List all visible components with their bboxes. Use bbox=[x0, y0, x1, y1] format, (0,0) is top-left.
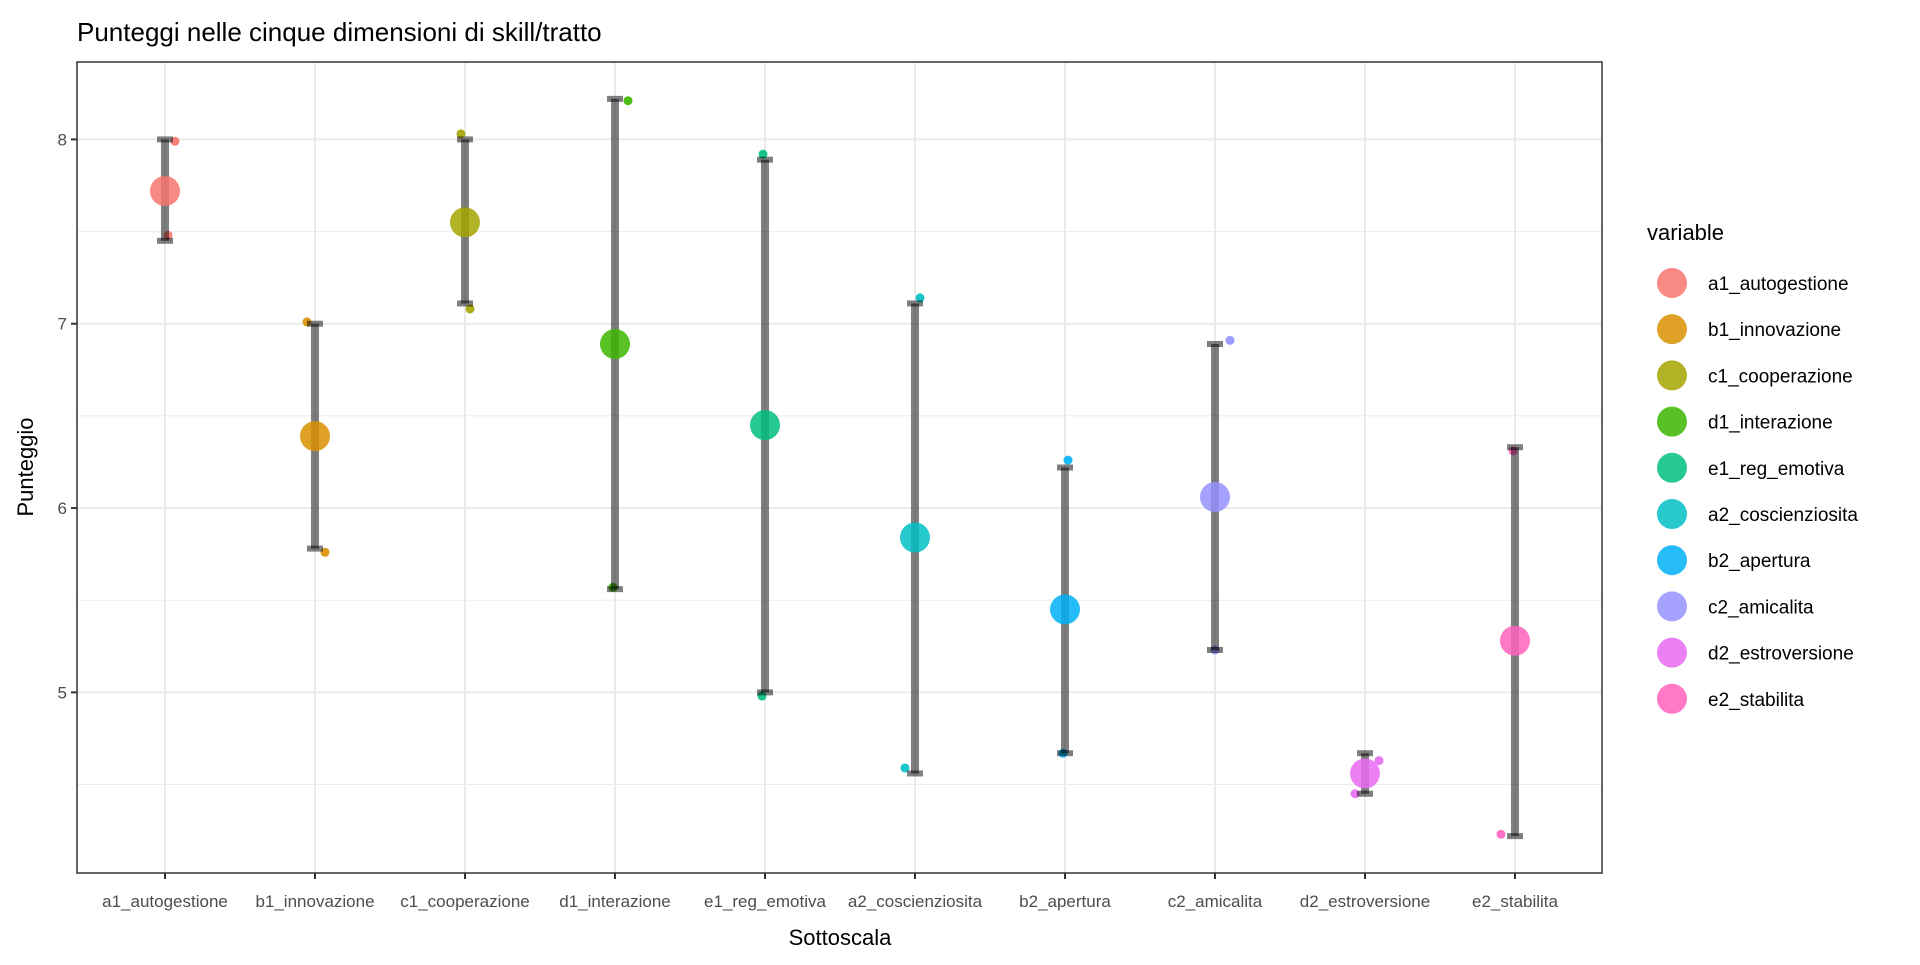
data-point bbox=[1225, 335, 1235, 345]
x-tick-label: d1_interazione bbox=[559, 892, 671, 911]
mean-point bbox=[900, 522, 930, 553]
data-point bbox=[900, 763, 910, 773]
y-tick-label: 6 bbox=[58, 499, 67, 518]
legend-key bbox=[1657, 683, 1687, 714]
data-point bbox=[1496, 829, 1506, 839]
y-axis-title: Punteggio bbox=[13, 417, 38, 516]
mean-point bbox=[1200, 481, 1230, 512]
mean-point bbox=[1050, 594, 1080, 625]
x-tick-label: e2_stabilita bbox=[1472, 892, 1559, 911]
y-tick-label: 5 bbox=[58, 683, 67, 702]
data-point bbox=[1063, 455, 1073, 465]
x-tick-label: a1_autogestione bbox=[102, 892, 228, 911]
legend-title: variable bbox=[1647, 220, 1724, 245]
data-point bbox=[915, 293, 925, 303]
plot-panel bbox=[77, 62, 1602, 873]
legend-label: a2_coscienziosita bbox=[1708, 505, 1858, 526]
legend-label: c2_amicalita bbox=[1708, 597, 1814, 618]
legend-label: e1_reg_emotiva bbox=[1708, 459, 1845, 480]
legend-label: a1_autogestione bbox=[1708, 274, 1849, 295]
x-tick-label: c1_cooperazione bbox=[400, 892, 529, 911]
data-point bbox=[1374, 756, 1384, 766]
x-tick-label: b2_apertura bbox=[1019, 892, 1111, 911]
data-point bbox=[623, 96, 633, 106]
x-tick-label: d2_estroversione bbox=[1300, 892, 1430, 911]
legend-label: b1_innovazione bbox=[1708, 320, 1841, 341]
y-tick-label: 7 bbox=[58, 315, 67, 334]
mean-point bbox=[300, 421, 330, 452]
chart-marks bbox=[150, 95, 1530, 840]
legend-key bbox=[1657, 499, 1687, 529]
legend-key bbox=[1657, 314, 1687, 345]
x-tick-label: e1_reg_emotiva bbox=[704, 892, 826, 911]
legend-label: d2_estroversione bbox=[1708, 644, 1854, 665]
x-axis-title: Sottoscala bbox=[789, 925, 892, 950]
data-point bbox=[456, 129, 466, 139]
legend-label: b2_apertura bbox=[1708, 551, 1811, 572]
data-point bbox=[758, 149, 768, 159]
legend-key bbox=[1657, 545, 1687, 576]
legend-label: c1_cooperazione bbox=[1708, 366, 1853, 387]
legend-key bbox=[1657, 268, 1687, 298]
legend-label: d1_interazione bbox=[1708, 413, 1833, 434]
x-tick-label: b1_innovazione bbox=[255, 892, 374, 911]
legend-key bbox=[1657, 360, 1687, 391]
mean-point bbox=[1350, 758, 1380, 789]
chart-title: Punteggi nelle cinque dimensioni di skil… bbox=[77, 17, 602, 47]
legend: variable a1_autogestione b1_innovazione c1… bbox=[1647, 220, 1858, 714]
panel-border bbox=[76, 61, 1603, 874]
mean-point bbox=[150, 176, 180, 207]
mean-point bbox=[600, 329, 630, 360]
legend-key bbox=[1657, 406, 1687, 437]
mean-point bbox=[450, 207, 480, 238]
mean-point bbox=[750, 410, 780, 441]
x-tick-label: c2_amicalita bbox=[1168, 892, 1263, 911]
legend-key bbox=[1657, 591, 1687, 622]
data-point bbox=[465, 304, 475, 314]
legend-key bbox=[1657, 452, 1687, 483]
y-tick-label: 8 bbox=[58, 130, 67, 149]
legend-label: e2_stabilita bbox=[1708, 690, 1805, 711]
mean-point bbox=[1500, 625, 1530, 656]
x-tick-label: a2_coscienziosita bbox=[848, 892, 983, 911]
axes: 5 6 7 8 a1_autogestione b1_innovazione c1_coop… bbox=[58, 130, 1559, 911]
legend-key bbox=[1657, 637, 1687, 668]
